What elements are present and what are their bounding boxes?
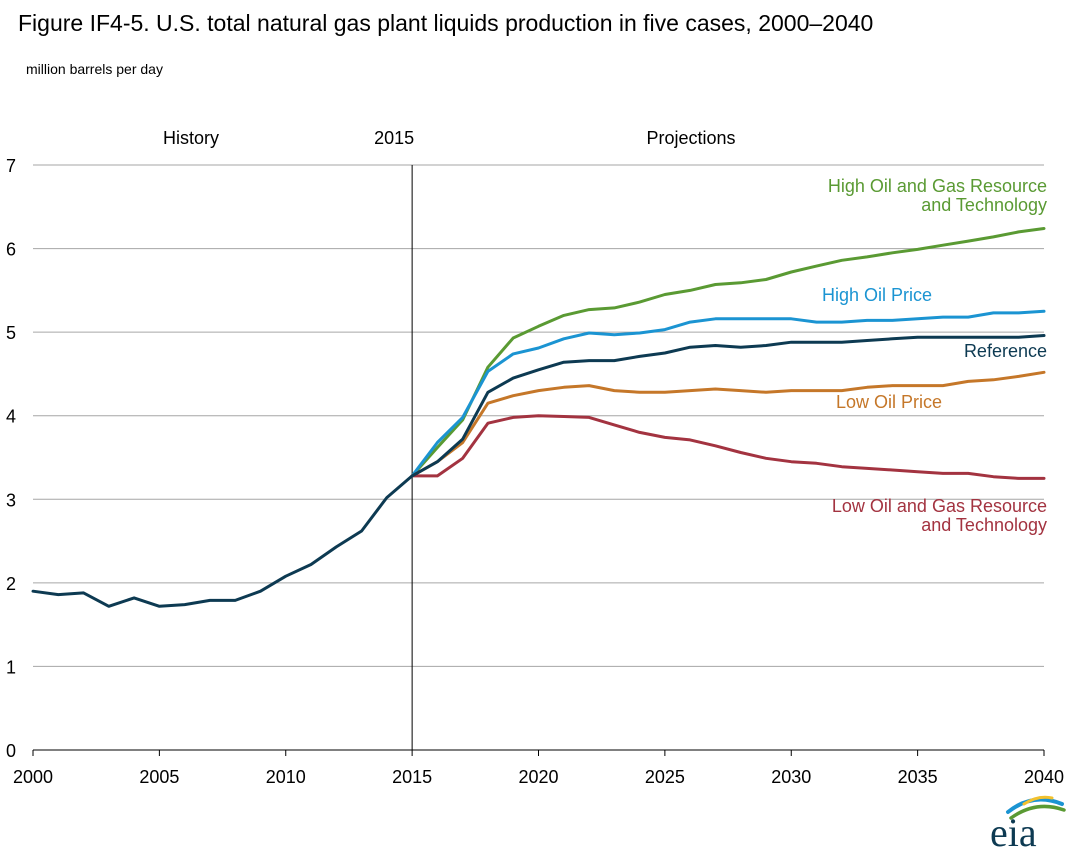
y-tick-label-6: 6 [6, 240, 16, 260]
x-tick-label-2000: 2000 [13, 767, 53, 787]
eia-logo-swoosh-yellow [1022, 795, 1054, 806]
y-axis-unit-label: million barrels per day [26, 61, 163, 77]
y-tick-label-2: 2 [6, 574, 16, 594]
x-tick-label-2030: 2030 [771, 767, 811, 787]
x-tick-label-2020: 2020 [518, 767, 558, 787]
series-label-high-oil-price: High Oil Price [822, 285, 932, 305]
series-line-high-oil-and-gas-resource-and-technology [410, 227, 1046, 478]
series-label-low-oil-price: Low Oil Price [836, 392, 942, 412]
eia-logo-text: eia [990, 810, 1037, 850]
series-label-high-oil-and-gas-resource-and-technology: High Oil and Gas Resource [828, 176, 1047, 196]
x-tick-label-2005: 2005 [139, 767, 179, 787]
history-annotation: History [163, 128, 219, 148]
projections-annotation: Projections [646, 128, 735, 148]
series-label-low-oil-and-gas-resource-and-technology: Low Oil and Gas Resource [832, 496, 1047, 516]
chart-title: Figure IF4-5. U.S. total natural gas pla… [18, 10, 874, 36]
y-tick-label-7: 7 [6, 156, 16, 176]
y-tick-label-0: 0 [6, 741, 16, 761]
y-tick-label-3: 3 [6, 490, 16, 510]
series-label-low-oil-and-gas-resource-and-technology-line2: and Technology [921, 515, 1047, 535]
series-label-reference: Reference [964, 341, 1047, 361]
x-tick-label-2010: 2010 [266, 767, 306, 787]
x-tick-label-2025: 2025 [645, 767, 685, 787]
y-tick-label-5: 5 [6, 323, 16, 343]
divider-annotation: 2015 [374, 128, 414, 148]
y-tick-label-4: 4 [6, 407, 16, 427]
series-line-reference [410, 334, 1046, 478]
x-tick-label-2035: 2035 [898, 767, 938, 787]
series-line-low-oil-price [410, 370, 1046, 478]
series-label-high-oil-and-gas-resource-and-technology-line2: and Technology [921, 195, 1047, 215]
eia-logo-swoosh-green [1009, 804, 1066, 820]
eia-logo: eia [990, 795, 1066, 850]
y-tick-label-1: 1 [6, 657, 16, 677]
x-tick-label-2040: 2040 [1024, 767, 1064, 787]
series-line-high-oil-price [410, 309, 1046, 478]
history-line [31, 474, 414, 608]
x-tick-label-2015: 2015 [392, 767, 432, 787]
series-line-low-oil-and-gas-resource-and-technology [410, 414, 1046, 480]
